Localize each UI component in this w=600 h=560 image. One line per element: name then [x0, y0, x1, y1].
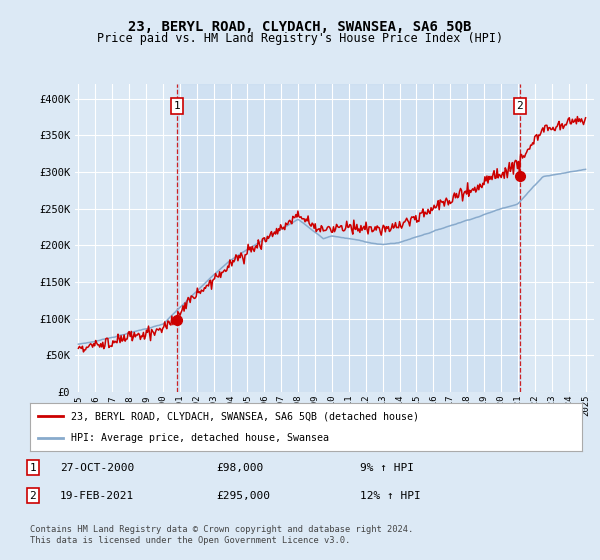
Text: HPI: Average price, detached house, Swansea: HPI: Average price, detached house, Swan…: [71, 433, 329, 443]
Text: 23, BERYL ROAD, CLYDACH, SWANSEA, SA6 5QB: 23, BERYL ROAD, CLYDACH, SWANSEA, SA6 5Q…: [128, 20, 472, 34]
Text: 23, BERYL ROAD, CLYDACH, SWANSEA, SA6 5QB (detached house): 23, BERYL ROAD, CLYDACH, SWANSEA, SA6 5Q…: [71, 411, 419, 421]
Text: £295,000: £295,000: [216, 491, 270, 501]
Text: 12% ↑ HPI: 12% ↑ HPI: [360, 491, 421, 501]
Text: 27-OCT-2000: 27-OCT-2000: [60, 463, 134, 473]
Text: 9% ↑ HPI: 9% ↑ HPI: [360, 463, 414, 473]
Text: 2: 2: [29, 491, 37, 501]
Text: Price paid vs. HM Land Registry's House Price Index (HPI): Price paid vs. HM Land Registry's House …: [97, 32, 503, 45]
Text: 19-FEB-2021: 19-FEB-2021: [60, 491, 134, 501]
Text: 2: 2: [517, 101, 523, 111]
Bar: [177, 84, 520, 392]
Text: 1: 1: [29, 463, 37, 473]
Text: £98,000: £98,000: [216, 463, 263, 473]
Text: 1: 1: [173, 101, 180, 111]
Text: Contains HM Land Registry data © Crown copyright and database right 2024.
This d: Contains HM Land Registry data © Crown c…: [30, 525, 413, 545]
